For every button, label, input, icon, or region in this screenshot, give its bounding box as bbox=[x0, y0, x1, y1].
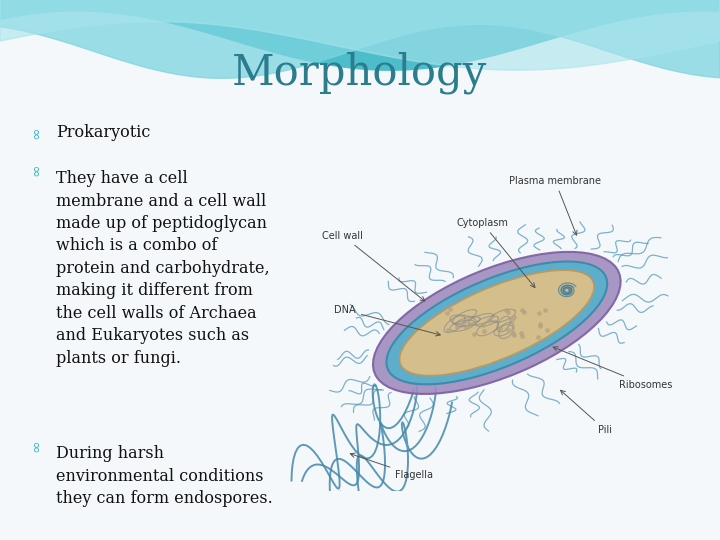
Text: Flagella: Flagella bbox=[351, 453, 433, 481]
Text: ∞: ∞ bbox=[29, 439, 44, 452]
Ellipse shape bbox=[387, 261, 607, 384]
Text: Plasma membrane: Plasma membrane bbox=[509, 176, 601, 235]
Text: ∞: ∞ bbox=[29, 164, 44, 177]
Text: Prokaryotic: Prokaryotic bbox=[56, 124, 150, 141]
Text: They have a cell
membrane and a cell wall
made up of peptidoglycan
which is a co: They have a cell membrane and a cell wal… bbox=[56, 170, 270, 367]
Text: DNA: DNA bbox=[335, 305, 441, 336]
Text: Cell wall: Cell wall bbox=[323, 231, 425, 301]
Text: During harsh
environmental conditions
they can form endospores.: During harsh environmental conditions th… bbox=[56, 446, 273, 508]
Ellipse shape bbox=[373, 252, 621, 394]
Text: Cytoplasm: Cytoplasm bbox=[456, 218, 535, 287]
Ellipse shape bbox=[400, 270, 594, 376]
Text: Morphology: Morphology bbox=[233, 52, 487, 94]
Text: Pili: Pili bbox=[561, 390, 612, 435]
Text: Ribosomes: Ribosomes bbox=[553, 347, 672, 390]
Text: ∞: ∞ bbox=[29, 126, 44, 139]
